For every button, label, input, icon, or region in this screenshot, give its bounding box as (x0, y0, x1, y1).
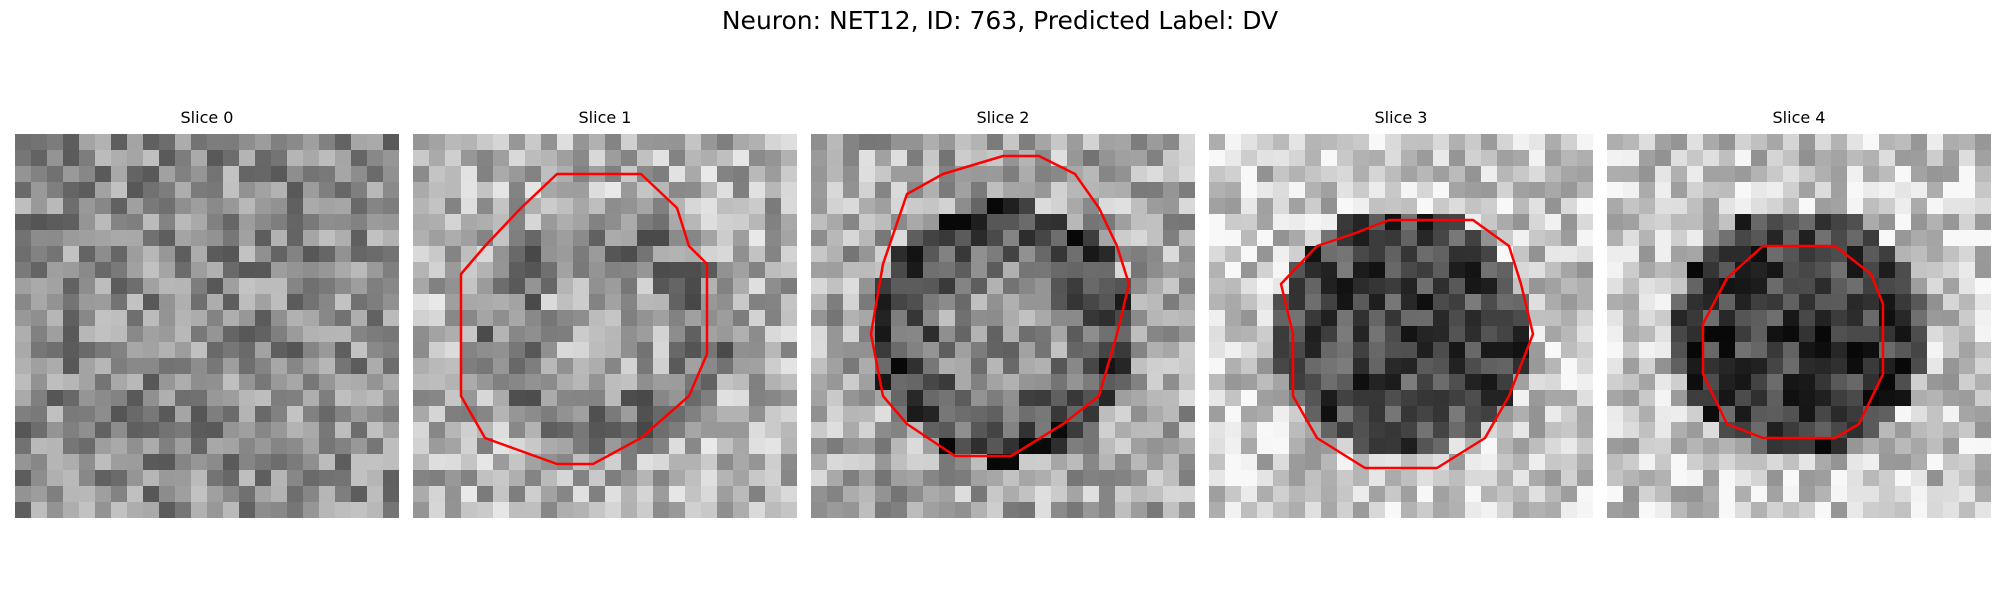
segmentation-contour (1701, 244, 1885, 440)
slice-title: Slice 2 (976, 108, 1030, 127)
segmentation-contour (1279, 218, 1535, 470)
figure-title: Neuron: NET12, ID: 763, Predicted Label:… (721, 6, 1279, 35)
microscopy-image (1209, 134, 1593, 518)
slice-title: Slice 0 (180, 108, 234, 127)
microscopy-image (15, 134, 399, 518)
slice-title: Slice 4 (1772, 108, 1826, 127)
segmentation-contour (869, 154, 1131, 458)
slice-title: Slice 1 (578, 108, 632, 127)
microscopy-image (413, 134, 797, 518)
microscopy-image (1607, 134, 1991, 518)
microscopy-image (811, 134, 1195, 518)
segmentation-contour (459, 172, 709, 466)
slice-title: Slice 3 (1374, 108, 1428, 127)
